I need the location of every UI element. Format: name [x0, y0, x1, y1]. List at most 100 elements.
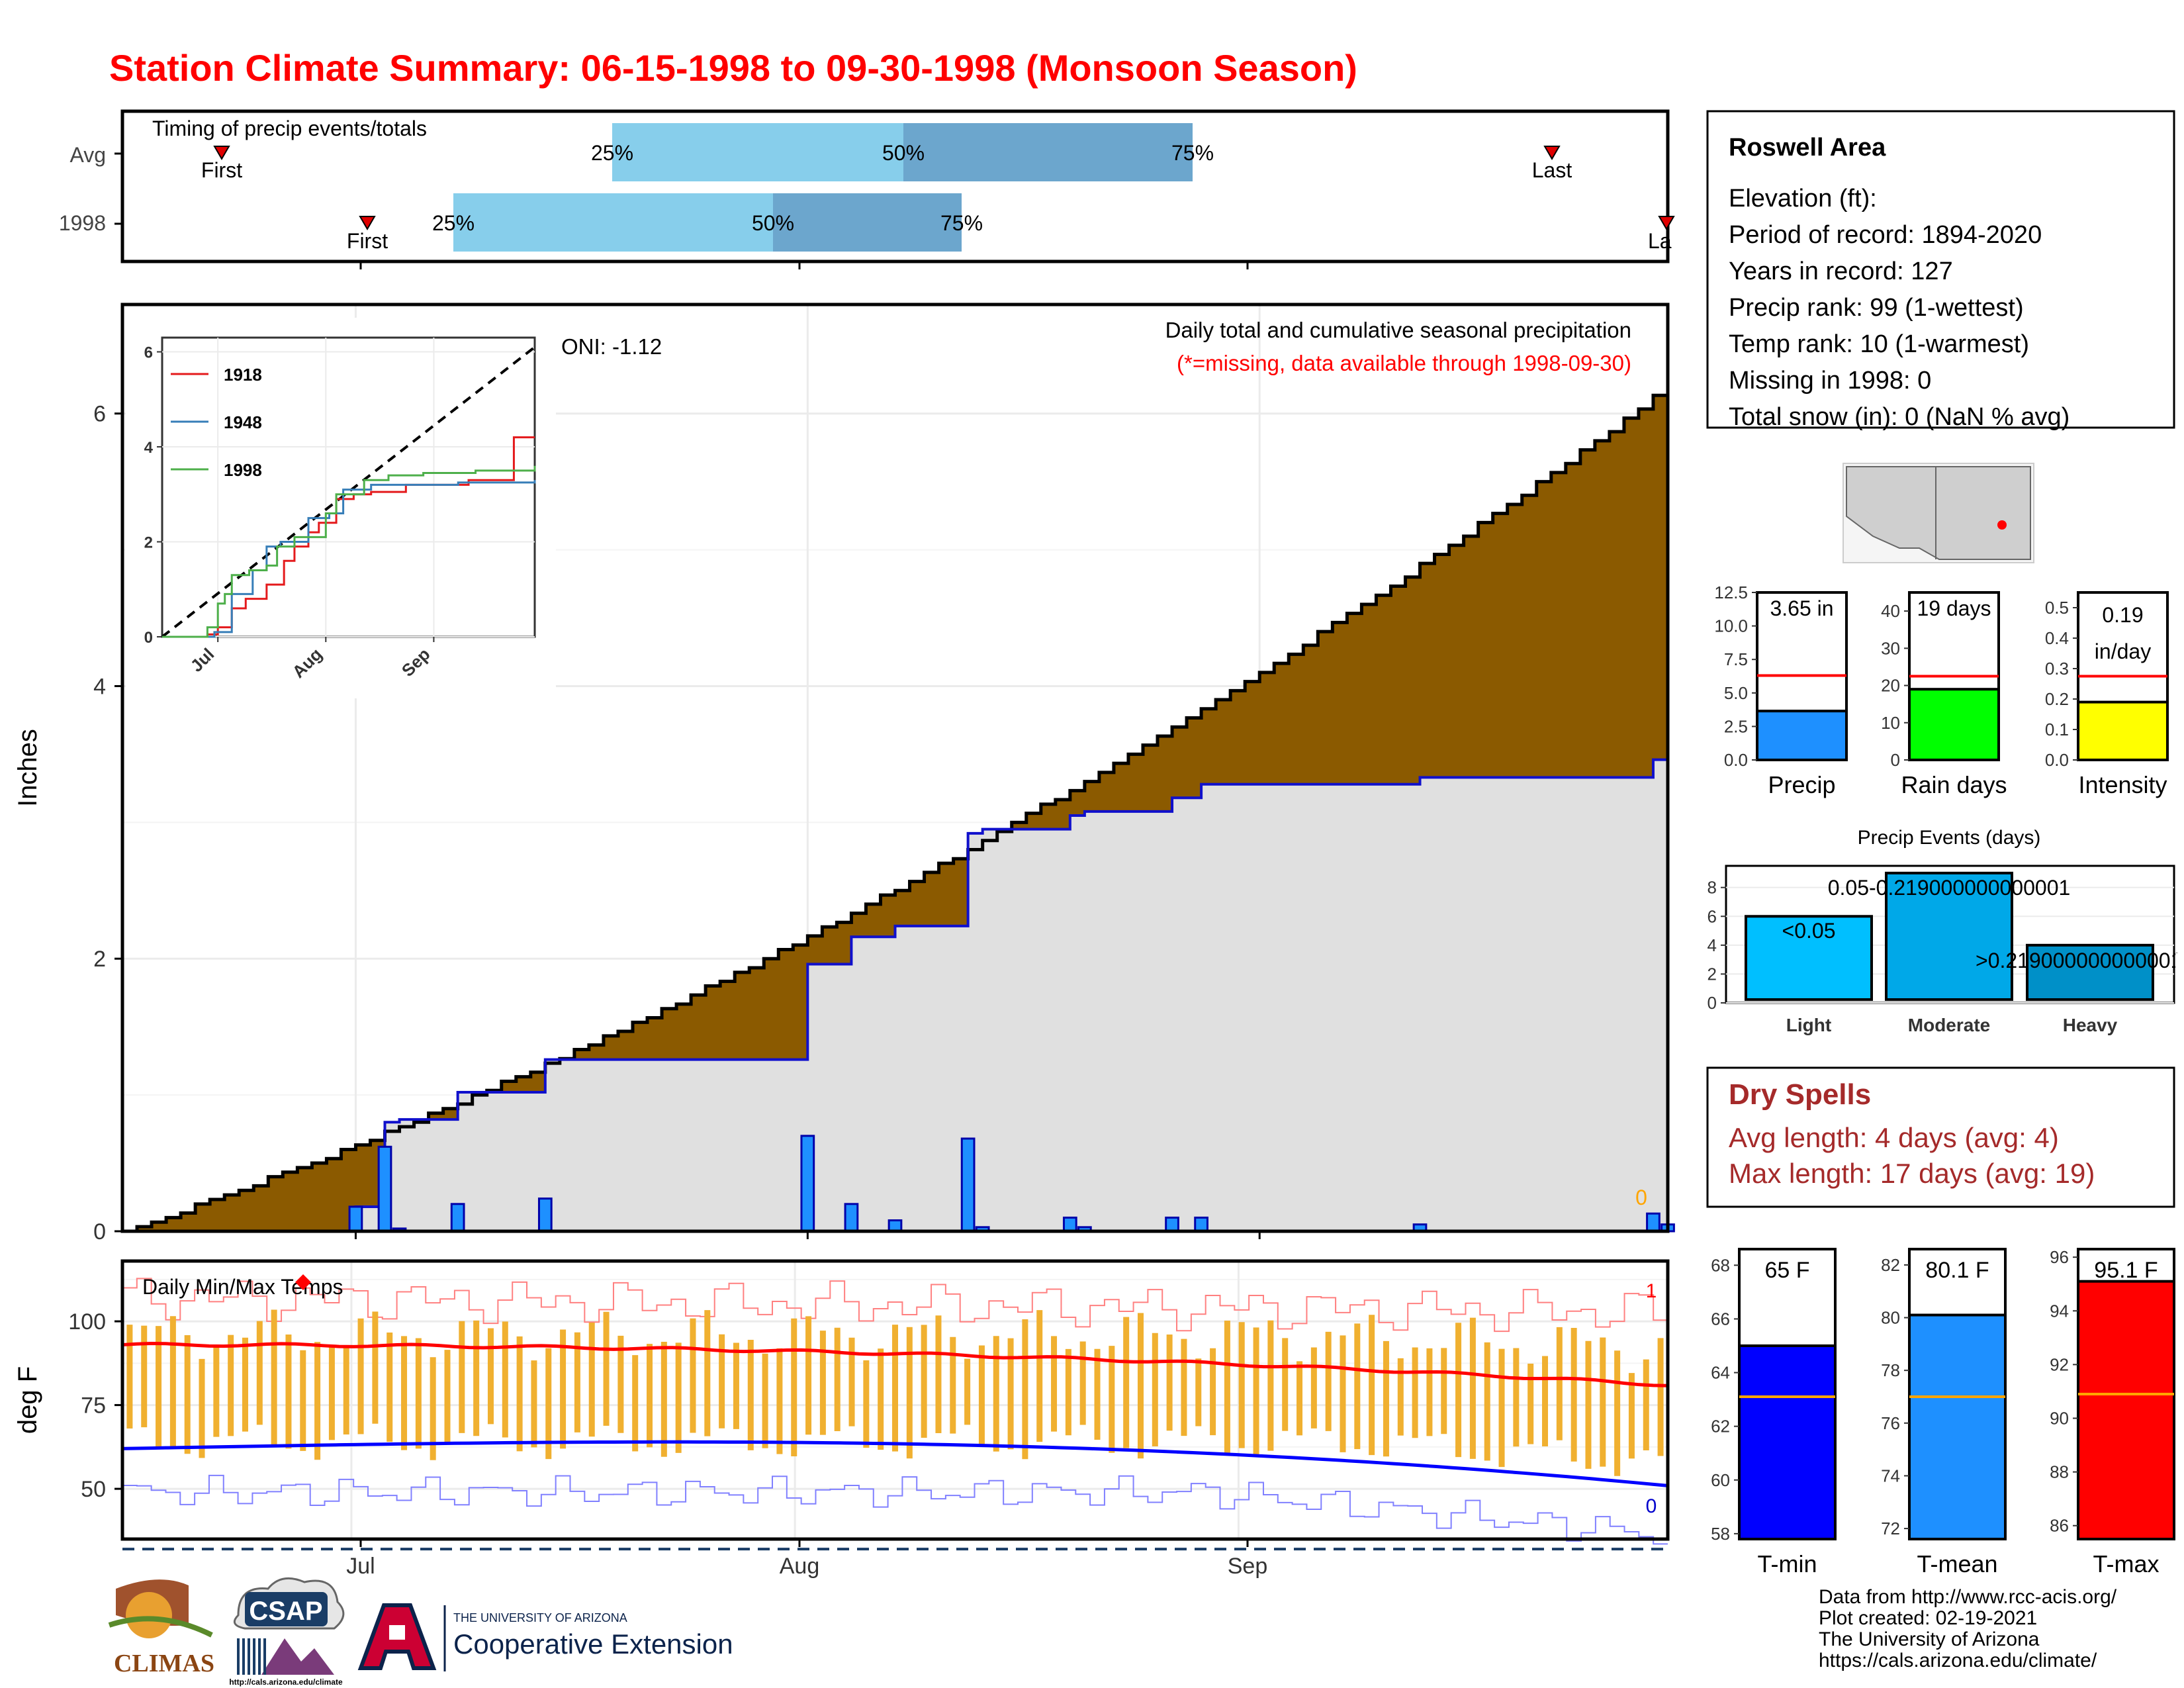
mini-bar-value-label: 3.65 in: [1770, 596, 1833, 620]
avg-p50: 50%: [882, 141, 925, 165]
mini-bar-tick-label: 5.0: [1724, 683, 1748, 703]
temp-bar-value-label: 95.1 F: [2094, 1258, 2158, 1283]
mini-bar-tick-label: 10: [1881, 713, 1900, 733]
timing-panel: Timing of precip events/totals Avg 1998 25%…: [59, 109, 1675, 269]
dry-spells-title: Dry Spells: [1729, 1078, 1871, 1111]
events-tick-label: 6: [1707, 906, 1717, 926]
mini-bar-label: Intensity: [2078, 771, 2167, 798]
precip-note: Daily total and cumulative seasonal prec…: [1165, 318, 1631, 342]
mini-bar-tick-label: 0.0: [1724, 750, 1748, 770]
station-info-line: Temp rank: 10 (1-warmest): [1729, 330, 2029, 358]
mini-bar-value-label: 0.19: [2102, 603, 2143, 627]
climas-logo-text: CLIMAS: [114, 1650, 214, 1677]
station-info-box: [1706, 110, 2175, 429]
mini-bar-label: Precip: [1768, 771, 1835, 798]
credit-line: The University of Arizona: [1819, 1628, 2040, 1650]
daily-precip-bar: [800, 1135, 815, 1233]
inset-legend-label: 1998: [224, 460, 262, 480]
station-info-line: Years in record: 127: [1729, 258, 1953, 285]
mini-bar-tick-label: 12.5: [1714, 583, 1748, 602]
y1998-p25: 25%: [432, 211, 475, 235]
inset-ytick-label: 2: [144, 534, 153, 552]
temp-bar-tick-label: 72: [1881, 1519, 1900, 1538]
observed-area: [122, 753, 1668, 1231]
mini-bar-tick-label: 0.1: [2045, 720, 2069, 739]
inset-ytick-label: 6: [144, 344, 153, 362]
record-high-line: [122, 1278, 1668, 1333]
avg-p25: 25%: [591, 141, 633, 165]
missing-note: (*=missing, data available through 1998-…: [1177, 351, 1631, 375]
inset-legend-label: 1918: [224, 365, 262, 385]
temps-ytick-label: 50: [81, 1477, 106, 1502]
avg-bar-50-75: [903, 123, 1193, 181]
temp-bar-tick-label: 88: [2050, 1462, 2069, 1482]
events-tick-label: 0: [1707, 993, 1717, 1013]
climas-logo-sun: [126, 1592, 172, 1638]
record-marker: [295, 1274, 311, 1290]
precip-ytick-label: 0: [93, 1219, 106, 1244]
daily-precip-bar: [844, 1203, 859, 1233]
precip-frame: [120, 303, 1670, 1233]
y1998-bar-50-75: [773, 193, 962, 252]
avg-p75: 75%: [1171, 141, 1214, 165]
temp-bar-tick-label: 60: [1711, 1470, 1730, 1490]
mini-bar-tick-label: 7.5: [1724, 649, 1748, 669]
temp-bar-tick-label: 94: [2050, 1301, 2069, 1321]
station-info-line: Missing in 1998: 0: [1729, 367, 1931, 395]
daily-precip-bar: [960, 1137, 976, 1233]
temp-bar-tick-label: 74: [1881, 1466, 1900, 1485]
station-info-line: Elevation (ft):: [1729, 185, 1877, 212]
temp-bar-label: T-mean: [1917, 1550, 1997, 1577]
csap-badge: [245, 1592, 328, 1626]
dry-spells-avg: Avg length: 4 days (avg: 4): [1729, 1122, 2059, 1153]
events-bar-text: 0.05-0.219000000000001: [1828, 876, 2071, 900]
avg-bar-25-50: [612, 123, 903, 181]
timing-row-avg: Avg: [69, 143, 106, 167]
inset-ytick-label: 0: [144, 629, 153, 647]
temps-xtick-label: Sep: [1228, 1554, 1268, 1579]
dry-spells-box: [1706, 1066, 2175, 1208]
y1998-first-marker: [359, 216, 376, 230]
y1998-first-label: First: [347, 229, 388, 253]
csap-url: http://cals.arizona.edu/climate: [229, 1677, 343, 1687]
temp-bar-tick-label: 64: [1711, 1363, 1730, 1383]
y1998-last-marker: [1658, 216, 1675, 230]
timing-label: Timing of precip events/totals: [152, 117, 427, 140]
temp-bar-tick-label: 76: [1881, 1413, 1900, 1433]
temp-bar-tick-label: 66: [1711, 1309, 1730, 1329]
mini-bar-value-label: 19 days: [1917, 596, 1991, 620]
daily-precip-bar: [348, 1205, 363, 1233]
mini-bar-tick-label: 0: [1891, 750, 1900, 770]
inset-legend-label: 1948: [224, 412, 262, 432]
credit-line: Data from http://www.rcc-acis.org/: [1819, 1586, 2117, 1608]
credit-line: https://cals.arizona.edu/climate/: [1819, 1650, 2097, 1671]
precip-ylabel: Inches: [13, 729, 42, 807]
temp-bar-tick-label: 78: [1881, 1360, 1900, 1380]
mini-bar-tick-label: 0.5: [2045, 598, 2069, 618]
oni-label: ONI: -1.12: [561, 334, 662, 359]
climas-logo-swoosh: [108, 1616, 213, 1638]
state-shapes: [1846, 466, 2031, 560]
daily-precip-bar: [1194, 1216, 1208, 1233]
record-low-count: 0: [1646, 1495, 1657, 1517]
events-bar-label: Moderate: [1908, 1015, 1990, 1035]
temp-bar-value: [1908, 1313, 2007, 1540]
mini-bar-label: Rain days: [1901, 771, 2007, 798]
events-bar: [1745, 915, 1873, 1002]
temp-bar-tick-label: 96: [2050, 1247, 2069, 1267]
mini-bar-value: [1756, 710, 1848, 762]
mini-bar-tick-label: 20: [1881, 676, 1900, 696]
temps-ytick-label: 100: [68, 1309, 106, 1335]
events-tick-label: 4: [1707, 935, 1717, 955]
temp-bar-tick-label: 68: [1711, 1255, 1730, 1275]
temps-panel: 50 75 100 Jul Aug Sep deg F Daily Min/Max Temps…: [13, 1259, 1670, 1579]
station-name: Roswell Area: [1729, 134, 1886, 162]
y1998-p75: 75%: [940, 211, 983, 235]
daily-precip-bar: [1062, 1216, 1077, 1233]
temps-frame: [120, 1259, 1670, 1541]
precip-ytick-label: 4: [93, 674, 106, 699]
inset-series-line: [162, 465, 536, 638]
station-dot: [1997, 520, 2007, 530]
